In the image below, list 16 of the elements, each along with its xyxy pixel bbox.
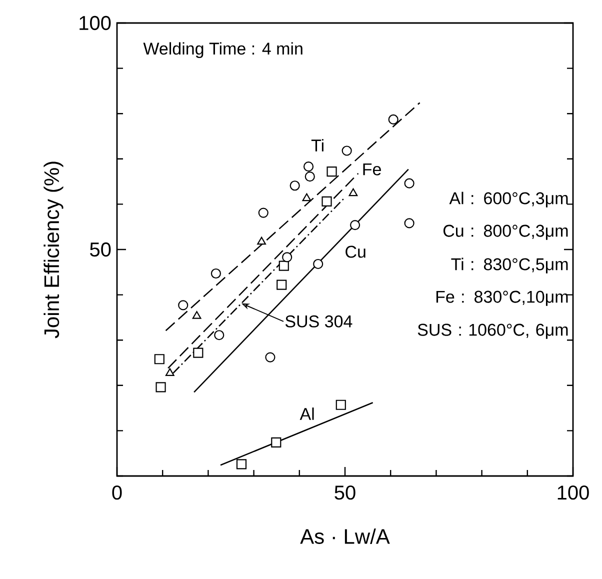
x-tick-label: 50 <box>334 486 356 500</box>
annotation: Al : 600°C,3μm <box>449 192 568 208</box>
x-axis-title: As · Lw/A <box>300 528 390 544</box>
series-label: Fe <box>363 163 381 176</box>
annotation: Ti : 830°C,5μm <box>451 258 568 274</box>
series-label: Al <box>300 408 314 420</box>
x-tick-label: 100 <box>558 486 589 500</box>
series-label: Cu <box>346 246 366 258</box>
annotation: Fe : 830°C,10μm <box>436 290 568 306</box>
annotation: SUS 304 <box>285 315 352 328</box>
annotation: Welding Time : 4 min <box>143 42 302 58</box>
annotation: Cu : 800°C,3μm <box>443 224 568 240</box>
annotation: SUS : 1060°C, 6μm <box>418 324 568 339</box>
x-tick-label: 0 <box>112 486 122 500</box>
series-label: Ti <box>311 139 324 152</box>
y-axis-title: Joint Efficiency (%) <box>44 162 64 338</box>
